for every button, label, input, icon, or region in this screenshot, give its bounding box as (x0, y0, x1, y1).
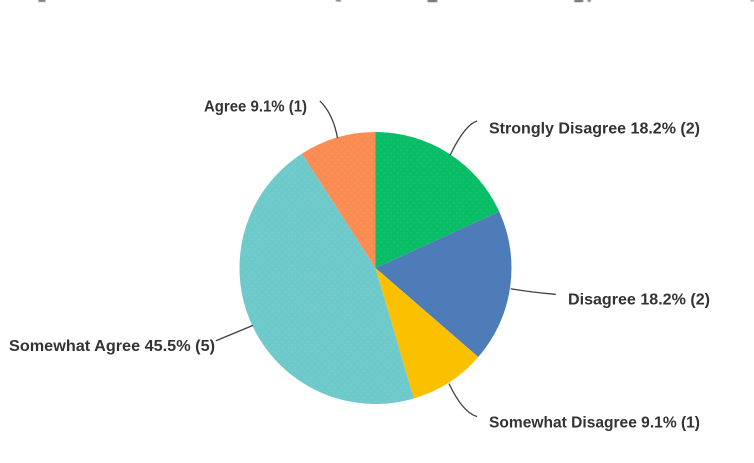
svg-text:Disagree 18.2% (2): Disagree 18.2% (2) (568, 292, 710, 309)
svg-text:Somewhat Agree 45.5% (5): Somewhat Agree 45.5% (5) (9, 338, 215, 355)
svg-text:Strongly Disagree 18.2% (2): Strongly Disagree 18.2% (2) (489, 121, 700, 138)
svg-text:Agree 9.1% (1): Agree 9.1% (1) (204, 99, 307, 116)
svg-text:Somewhat Disagree 9.1% (1): Somewhat Disagree 9.1% (1) (489, 415, 700, 432)
